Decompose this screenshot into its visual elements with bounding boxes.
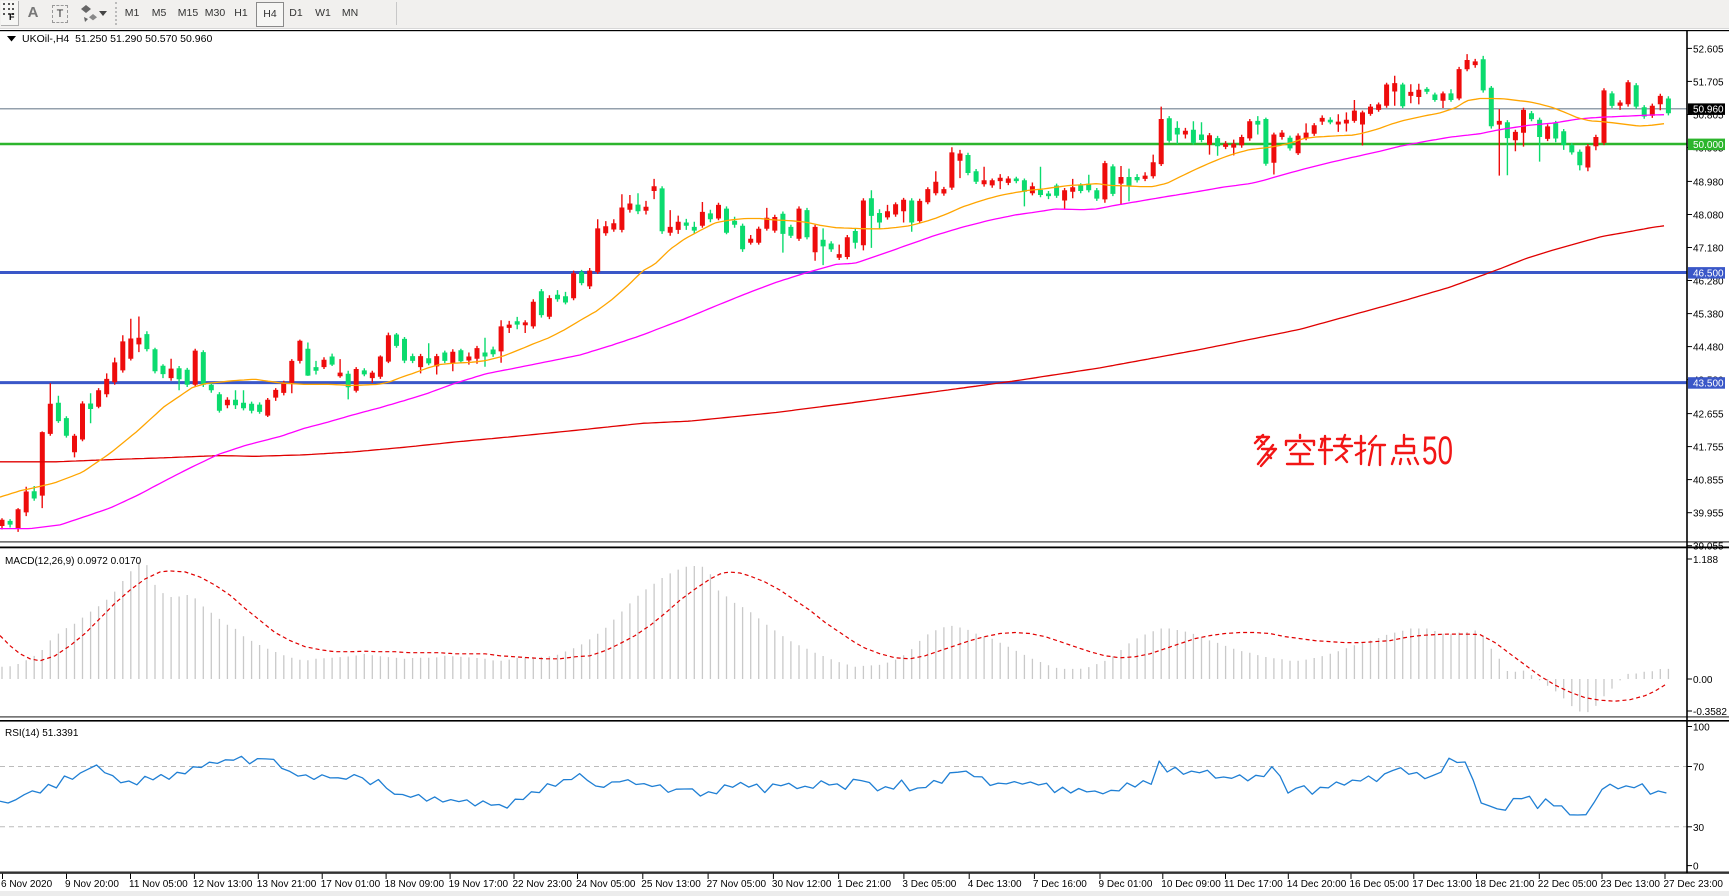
svg-text:47.180: 47.180 bbox=[1693, 244, 1724, 255]
svg-text:51.705: 51.705 bbox=[1693, 77, 1724, 88]
svg-text:3 Dec 05:00: 3 Dec 05:00 bbox=[902, 879, 956, 890]
svg-text:46.500: 46.500 bbox=[1693, 268, 1724, 279]
svg-text:41.755: 41.755 bbox=[1693, 443, 1724, 454]
svg-text:4 Dec 13:00: 4 Dec 13:00 bbox=[968, 879, 1022, 890]
svg-text:UKOil-,H4 51.250 51.290 50.57: UKOil-,H4 51.250 51.290 50.570 50.960 bbox=[22, 33, 212, 45]
svg-text:44.480: 44.480 bbox=[1693, 343, 1724, 354]
svg-text:RSI(14) 51.3391: RSI(14) 51.3391 bbox=[5, 728, 79, 739]
svg-text:18 Dec 21:00: 18 Dec 21:00 bbox=[1475, 879, 1535, 890]
svg-text:39.055: 39.055 bbox=[1693, 542, 1724, 553]
svg-text:10 Dec 09:00: 10 Dec 09:00 bbox=[1161, 879, 1221, 890]
svg-text:50: 50 bbox=[1422, 429, 1453, 473]
svg-text:100: 100 bbox=[1693, 723, 1710, 734]
svg-text:17 Dec 13:00: 17 Dec 13:00 bbox=[1412, 879, 1472, 890]
svg-text:42.655: 42.655 bbox=[1693, 410, 1724, 421]
svg-text:22 Dec 05:00: 22 Dec 05:00 bbox=[1538, 879, 1598, 890]
svg-text:11 Dec 17:00: 11 Dec 17:00 bbox=[1224, 879, 1283, 890]
svg-text:9 Nov 20:00: 9 Nov 20:00 bbox=[65, 879, 119, 890]
svg-text:50.960: 50.960 bbox=[1693, 105, 1724, 116]
svg-text:-0.3582: -0.3582 bbox=[1693, 707, 1727, 718]
svg-text:30 Nov 12:00: 30 Nov 12:00 bbox=[772, 879, 832, 890]
svg-text:25 Nov 13:00: 25 Nov 13:00 bbox=[641, 879, 701, 890]
svg-text:14 Dec 20:00: 14 Dec 20:00 bbox=[1287, 879, 1347, 890]
svg-text:45.380: 45.380 bbox=[1693, 310, 1724, 321]
svg-text:16 Dec 05:00: 16 Dec 05:00 bbox=[1350, 879, 1410, 890]
svg-text:27 Nov 05:00: 27 Nov 05:00 bbox=[707, 879, 767, 890]
svg-text:48.980: 48.980 bbox=[1693, 177, 1724, 188]
svg-text:0.00: 0.00 bbox=[1693, 675, 1713, 686]
svg-text:1.188: 1.188 bbox=[1693, 555, 1718, 566]
svg-text:30: 30 bbox=[1693, 823, 1705, 834]
svg-text:70: 70 bbox=[1693, 763, 1705, 774]
svg-text:0: 0 bbox=[1693, 862, 1699, 873]
svg-text:48.080: 48.080 bbox=[1693, 211, 1724, 222]
svg-text:12 Nov 13:00: 12 Nov 13:00 bbox=[193, 879, 253, 890]
svg-text:7 Dec 16:00: 7 Dec 16:00 bbox=[1033, 879, 1087, 890]
svg-text:50.805: 50.805 bbox=[1693, 111, 1724, 122]
svg-text:18 Nov 09:00: 18 Nov 09:00 bbox=[385, 879, 445, 890]
svg-text:17 Nov 01:00: 17 Nov 01:00 bbox=[321, 879, 381, 890]
svg-text:19 Nov 17:00: 19 Nov 17:00 bbox=[449, 879, 509, 890]
svg-text:22 Nov 23:00: 22 Nov 23:00 bbox=[513, 879, 573, 890]
svg-text:MACD(12,26,9) 0.0972 0.0170: MACD(12,26,9) 0.0972 0.0170 bbox=[5, 556, 142, 567]
svg-text:9 Dec 01:00: 9 Dec 01:00 bbox=[1099, 879, 1153, 890]
svg-text:1 Dec 21:00: 1 Dec 21:00 bbox=[837, 879, 891, 890]
svg-text:39.955: 39.955 bbox=[1693, 509, 1724, 520]
svg-text:43.500: 43.500 bbox=[1693, 378, 1724, 389]
svg-text:13 Nov 21:00: 13 Nov 21:00 bbox=[257, 879, 317, 890]
svg-text:40.855: 40.855 bbox=[1693, 476, 1724, 487]
svg-text:27 Dec 23:00: 27 Dec 23:00 bbox=[1664, 879, 1724, 890]
svg-text:46.280: 46.280 bbox=[1693, 277, 1724, 288]
svg-text:52.605: 52.605 bbox=[1693, 44, 1724, 55]
svg-text:23 Dec 13:00: 23 Dec 13:00 bbox=[1601, 879, 1661, 890]
svg-text:50.000: 50.000 bbox=[1693, 140, 1724, 151]
svg-text:6 Nov 2020: 6 Nov 2020 bbox=[1, 879, 53, 890]
svg-text:11 Nov 05:00: 11 Nov 05:00 bbox=[129, 879, 188, 890]
svg-text:24 Nov 05:00: 24 Nov 05:00 bbox=[576, 879, 636, 890]
